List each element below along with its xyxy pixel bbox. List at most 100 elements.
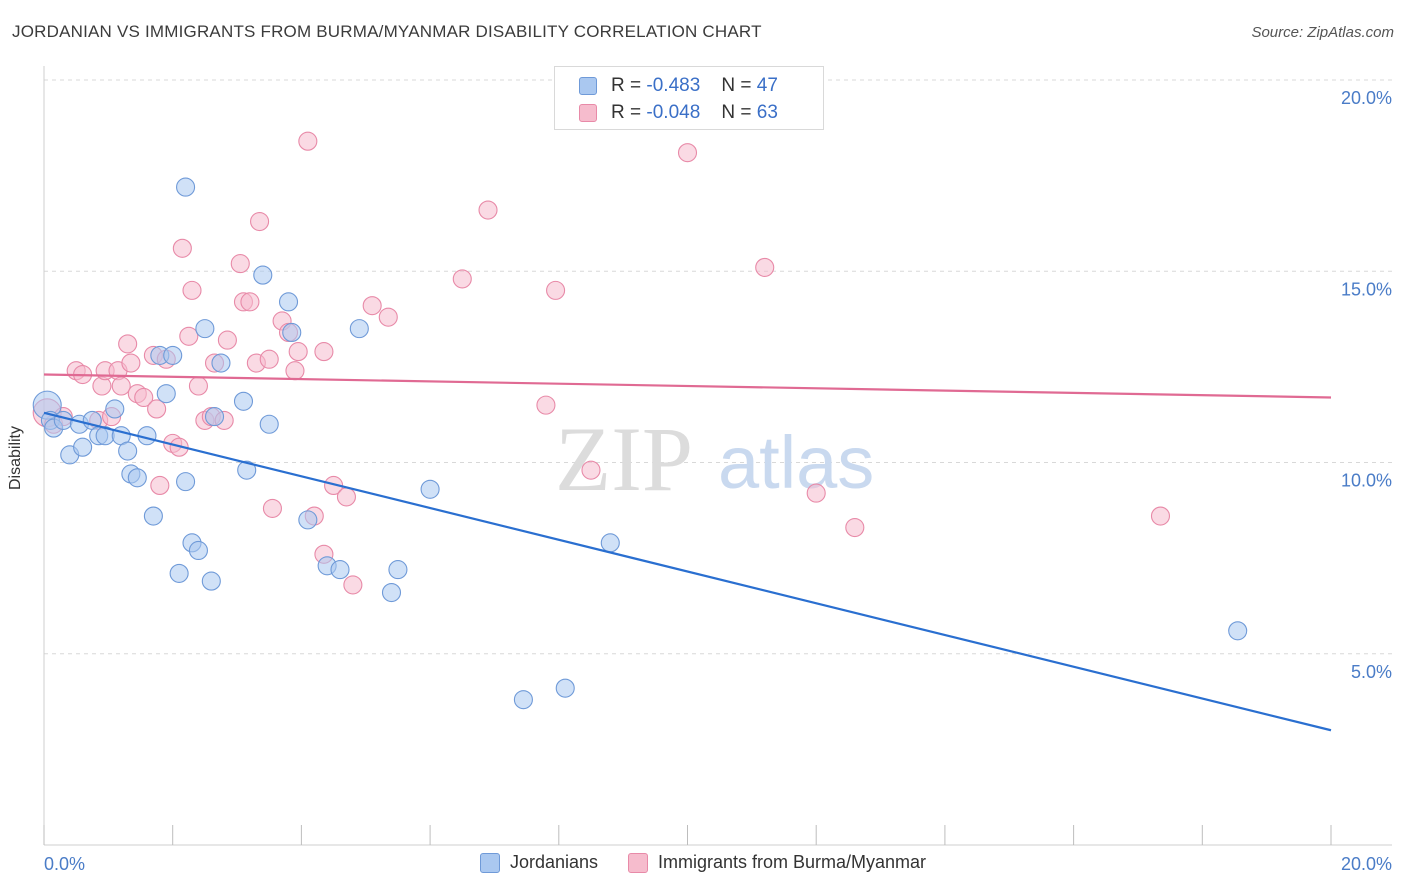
tick-labels: 5.0% 10.0% 15.0% 20.0% 0.0% 20.0%	[44, 88, 1392, 874]
y-tick-label: 5.0%	[1351, 662, 1392, 682]
burma-point	[172, 238, 192, 258]
burma-point	[336, 487, 356, 507]
burma-point	[314, 342, 334, 362]
jordanian-point	[176, 177, 196, 197]
burma-point	[188, 376, 208, 396]
jordanian-point	[555, 678, 575, 698]
burma-point	[217, 330, 237, 350]
burma-point	[121, 353, 141, 373]
burma-point	[581, 460, 601, 480]
burma-point	[230, 254, 250, 274]
burma-point	[111, 376, 131, 396]
series-legend: Jordanians Immigrants from Burma/Myanmar	[0, 852, 1406, 873]
burma-point	[134, 387, 154, 408]
burma-trend-line	[43, 373, 1332, 399]
burma-point	[179, 326, 199, 346]
burma-point	[298, 131, 318, 151]
burma-point	[546, 280, 566, 300]
n-value: 63	[756, 102, 778, 123]
jordanian-point	[127, 468, 147, 488]
burma-point	[452, 269, 472, 289]
jordanian-point	[420, 479, 440, 499]
r-value: -0.048	[646, 102, 701, 123]
jordanian-point	[176, 472, 196, 492]
burma-point	[677, 143, 698, 163]
jordanian-point	[53, 410, 73, 430]
jordanian-point	[282, 322, 302, 343]
jordanian-point	[118, 441, 138, 461]
jordanian-point	[298, 510, 318, 530]
jordanian-point	[233, 391, 254, 411]
burma-point	[362, 296, 382, 316]
jordanians-trend-line	[43, 411, 1332, 732]
jordanian-point	[156, 384, 176, 404]
jordanian-point	[278, 292, 299, 312]
jordanians-legend-swatch	[479, 852, 500, 873]
burma-point	[478, 200, 498, 220]
jordanian-point	[513, 690, 533, 710]
burma-point	[288, 342, 308, 362]
burma-point	[536, 395, 556, 415]
jordanians-swatch	[579, 77, 597, 95]
burma-point	[285, 361, 305, 381]
jordanian-point	[388, 560, 408, 580]
jordanian-point	[237, 460, 257, 480]
burma-point	[845, 517, 865, 538]
n-label: N =	[721, 75, 752, 96]
jordanian-point	[163, 345, 183, 365]
legend-label: Jordanians	[509, 852, 598, 872]
stats-row-jordanians: R = -0.483 N = 47	[579, 73, 778, 99]
legend-label: Immigrants from Burma/Myanmar	[658, 852, 927, 872]
jordanian-point	[73, 437, 93, 457]
jordanian-point	[1228, 621, 1248, 641]
jordanian-point	[381, 582, 402, 603]
jordanian-point	[211, 353, 231, 373]
burma-point	[262, 498, 282, 518]
y-tick-label: 15.0%	[1341, 279, 1392, 299]
watermark: ZIP atlas	[555, 408, 874, 510]
burma-point	[378, 307, 398, 327]
burma-point	[755, 257, 775, 277]
r-label: R =	[611, 75, 642, 96]
burma-point	[343, 575, 363, 595]
jordanian-point	[253, 265, 273, 285]
legend-item-jordanians[interactable]: Jordanians	[479, 852, 598, 873]
jordanians-points-front	[32, 177, 1248, 710]
burma-point	[150, 475, 170, 496]
jordanians-points	[32, 131, 1171, 595]
n-label: N =	[721, 102, 752, 123]
jordanian-point	[105, 399, 125, 419]
jordanian-point	[201, 571, 221, 591]
jordanian-point	[195, 319, 215, 339]
jordanian-point	[330, 560, 350, 580]
source-label: Source: ZipAtlas.com	[1251, 24, 1394, 41]
jordanian-point	[188, 540, 208, 561]
y-tick-label: 20.0%	[1341, 88, 1392, 108]
jordanian-point	[349, 319, 369, 339]
burma-point	[240, 292, 260, 312]
watermark-atlas: atlas	[718, 421, 874, 504]
burma-point	[259, 349, 279, 369]
stats-legend: R = -0.483 N = 47 R = -0.048 N = 63	[554, 66, 824, 130]
jordanian-point	[169, 563, 189, 583]
r-value: -0.483	[646, 75, 701, 96]
grid-lines	[44, 79, 1392, 655]
trend-lines	[43, 373, 1332, 732]
n-value: 47	[756, 75, 778, 96]
jordanian-point	[143, 506, 163, 526]
x-tick-label: 0.0%	[44, 854, 85, 874]
burma-point	[250, 211, 270, 232]
burma-swatch	[579, 104, 597, 122]
x-tick-label: 20.0%	[1341, 854, 1392, 874]
burma-point	[1150, 506, 1171, 526]
chart-title: JORDANIAN VS IMMIGRANTS FROM BURMA/MYANM…	[12, 22, 762, 41]
jordanian-point	[204, 407, 225, 427]
stats-row-burma: R = -0.048 N = 63	[579, 100, 778, 126]
burma-legend-swatch	[628, 852, 648, 873]
jordanian-point	[259, 414, 279, 434]
watermark-zip: ZIP	[555, 408, 693, 510]
r-label: R =	[611, 102, 642, 123]
burma-point	[806, 483, 826, 503]
legend-item-burma[interactable]: Immigrants from Burma/Myanmar	[628, 852, 926, 873]
